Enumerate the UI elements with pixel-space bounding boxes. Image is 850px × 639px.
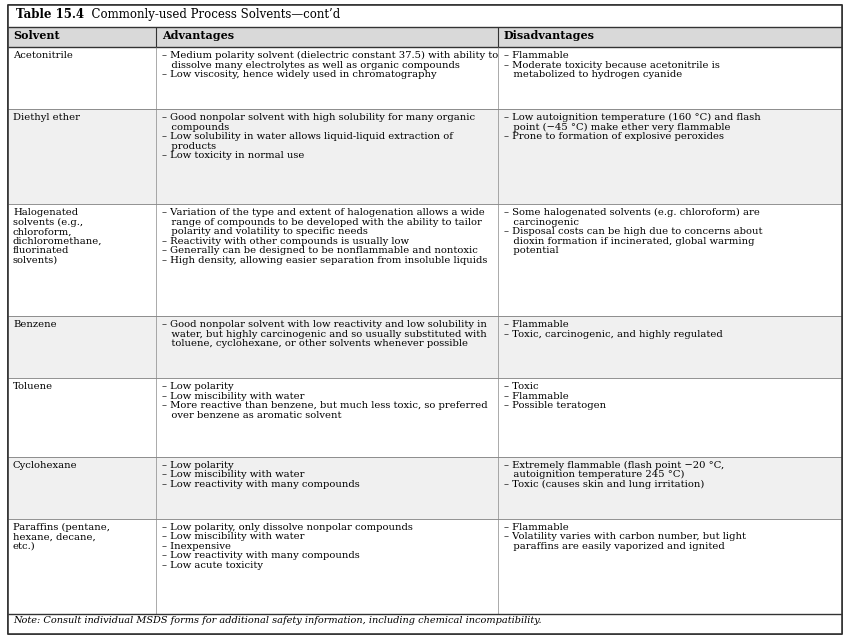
Text: – Low reactivity with many compounds: – Low reactivity with many compounds xyxy=(162,551,360,560)
Text: Solvent: Solvent xyxy=(13,30,60,41)
Text: Note: Consult individual MSDS forms for additional safety information, including: Note: Consult individual MSDS forms for … xyxy=(13,616,541,625)
Text: – Low autoignition temperature (160 °C) and flash: – Low autoignition temperature (160 °C) … xyxy=(504,113,761,122)
Bar xyxy=(8,378,842,457)
Text: – Flammable: – Flammable xyxy=(504,392,569,401)
Bar xyxy=(8,457,842,519)
Text: paraffins are easily vaporized and ignited: paraffins are easily vaporized and ignit… xyxy=(504,542,725,551)
Text: products: products xyxy=(162,141,216,151)
Text: Cyclohexane: Cyclohexane xyxy=(13,461,77,470)
Bar xyxy=(8,519,842,614)
Text: potential: potential xyxy=(504,246,558,255)
Text: – Flammable: – Flammable xyxy=(504,51,569,60)
Text: – High density, allowing easier separation from insoluble liquids: – High density, allowing easier separati… xyxy=(162,256,487,265)
Bar xyxy=(8,5,842,27)
Bar xyxy=(8,27,842,47)
Text: – Some halogenated solvents (e.g. chloroform) are: – Some halogenated solvents (e.g. chloro… xyxy=(504,208,760,217)
Text: Disadvantages: Disadvantages xyxy=(504,30,595,41)
Text: fluorinated: fluorinated xyxy=(13,246,70,255)
Text: solvents (e.g.,: solvents (e.g., xyxy=(13,218,83,227)
Text: – Generally can be designed to be nonflammable and nontoxic: – Generally can be designed to be nonfla… xyxy=(162,246,478,255)
Text: solvents): solvents) xyxy=(13,256,59,265)
Text: Paraffins (pentane,: Paraffins (pentane, xyxy=(13,523,110,532)
Text: – Good nonpolar solvent with high solubility for many organic: – Good nonpolar solvent with high solubi… xyxy=(162,113,475,122)
Text: – Low polarity: – Low polarity xyxy=(162,382,234,391)
Text: – Low miscibility with water: – Low miscibility with water xyxy=(162,392,304,401)
Text: carcinogenic: carcinogenic xyxy=(504,218,579,227)
Text: – Low polarity, only dissolve nonpolar compounds: – Low polarity, only dissolve nonpolar c… xyxy=(162,523,413,532)
Text: etc.): etc.) xyxy=(13,542,36,551)
Text: – More reactive than benzene, but much less toxic, so preferred: – More reactive than benzene, but much l… xyxy=(162,401,488,410)
Bar xyxy=(8,47,842,109)
Text: – Extremely flammable (flash point −20 °C,: – Extremely flammable (flash point −20 °… xyxy=(504,461,724,470)
Text: – Toxic, carcinogenic, and highly regulated: – Toxic, carcinogenic, and highly regula… xyxy=(504,330,722,339)
Text: – Flammable: – Flammable xyxy=(504,320,569,329)
Text: Acetonitrile: Acetonitrile xyxy=(13,51,73,60)
Text: Halogenated: Halogenated xyxy=(13,208,78,217)
Text: compounds: compounds xyxy=(162,123,230,132)
Bar xyxy=(8,316,842,378)
Text: – Volatility varies with carbon number, but light: – Volatility varies with carbon number, … xyxy=(504,532,746,541)
Text: – Flammable: – Flammable xyxy=(504,523,569,532)
Text: Diethyl ether: Diethyl ether xyxy=(13,113,80,122)
Text: – Reactivity with other compounds is usually low: – Reactivity with other compounds is usu… xyxy=(162,237,409,246)
Text: autoignition temperature 245 °C): autoignition temperature 245 °C) xyxy=(504,470,684,479)
Text: – Low toxicity in normal use: – Low toxicity in normal use xyxy=(162,151,304,160)
Text: – Inexpensive: – Inexpensive xyxy=(162,542,231,551)
Text: metabolized to hydrogen cyanide: metabolized to hydrogen cyanide xyxy=(504,70,683,79)
Text: – Medium polarity solvent (dielectric constant 37.5) with ability to: – Medium polarity solvent (dielectric co… xyxy=(162,51,498,60)
Text: hexane, decane,: hexane, decane, xyxy=(13,532,96,541)
Text: Commonly-used Process Solvents—cont’d: Commonly-used Process Solvents—cont’d xyxy=(84,8,340,21)
Text: water, but highly carcinogenic and so usually substituted with: water, but highly carcinogenic and so us… xyxy=(162,330,487,339)
Text: – Low viscosity, hence widely used in chromatography: – Low viscosity, hence widely used in ch… xyxy=(162,70,437,79)
Text: – Low miscibility with water: – Low miscibility with water xyxy=(162,470,304,479)
Text: point (−45 °C) make ether very flammable: point (−45 °C) make ether very flammable xyxy=(504,123,730,132)
Text: dichloromethane,: dichloromethane, xyxy=(13,237,103,246)
Text: polarity and volatility to specific needs: polarity and volatility to specific need… xyxy=(162,227,368,236)
Bar xyxy=(8,614,842,634)
Text: – Low solubility in water allows liquid-liquid extraction of: – Low solubility in water allows liquid-… xyxy=(162,132,453,141)
Text: – Low acute toxicity: – Low acute toxicity xyxy=(162,561,263,570)
Text: – Low miscibility with water: – Low miscibility with water xyxy=(162,532,304,541)
Text: – Good nonpolar solvent with low reactivity and low solubility in: – Good nonpolar solvent with low reactiv… xyxy=(162,320,487,329)
Text: – Toxic: – Toxic xyxy=(504,382,539,391)
Text: toluene, cyclohexane, or other solvents whenever possible: toluene, cyclohexane, or other solvents … xyxy=(162,339,468,348)
Text: – Toxic (causes skin and lung irritation): – Toxic (causes skin and lung irritation… xyxy=(504,480,705,489)
Bar xyxy=(8,109,842,204)
Text: chloroform,: chloroform, xyxy=(13,227,72,236)
Text: Advantages: Advantages xyxy=(162,30,234,41)
Text: – Moderate toxicity because acetonitrile is: – Moderate toxicity because acetonitrile… xyxy=(504,61,720,70)
Text: Toluene: Toluene xyxy=(13,382,53,391)
Text: – Possible teratogen: – Possible teratogen xyxy=(504,401,606,410)
Text: dissolve many electrolytes as well as organic compounds: dissolve many electrolytes as well as or… xyxy=(162,61,460,70)
Text: dioxin formation if incinerated, global warming: dioxin formation if incinerated, global … xyxy=(504,237,755,246)
Text: – Disposal costs can be high due to concerns about: – Disposal costs can be high due to conc… xyxy=(504,227,762,236)
Text: – Low reactivity with many compounds: – Low reactivity with many compounds xyxy=(162,480,360,489)
Text: Table 15.4: Table 15.4 xyxy=(16,8,84,21)
Text: – Low polarity: – Low polarity xyxy=(162,461,234,470)
Text: – Variation of the type and extent of halogenation allows a wide: – Variation of the type and extent of ha… xyxy=(162,208,484,217)
Text: over benzene as aromatic solvent: over benzene as aromatic solvent xyxy=(162,411,342,420)
Bar xyxy=(8,204,842,316)
Text: – Prone to formation of explosive peroxides: – Prone to formation of explosive peroxi… xyxy=(504,132,724,141)
Text: Benzene: Benzene xyxy=(13,320,57,329)
Text: range of compounds to be developed with the ability to tailor: range of compounds to be developed with … xyxy=(162,218,482,227)
